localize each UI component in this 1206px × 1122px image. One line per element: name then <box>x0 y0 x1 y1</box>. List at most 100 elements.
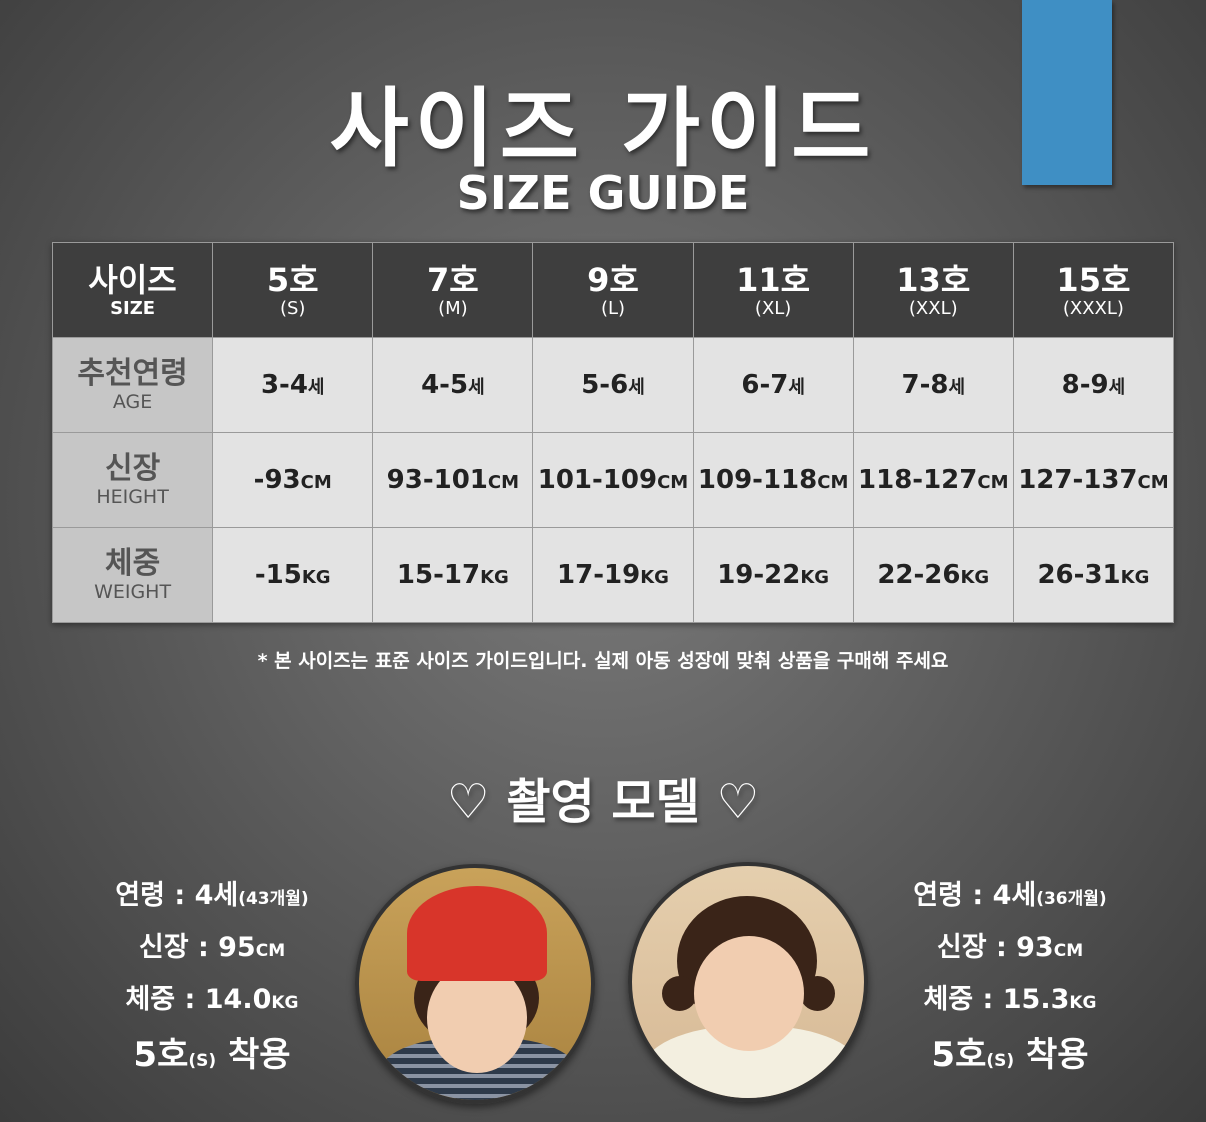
header-size: 7호 (M) <box>372 242 534 338</box>
wear-label: 착용 <box>1026 1035 1089 1075</box>
size-label: 5호 <box>266 260 319 299</box>
table-cell: 17-19KG <box>532 527 694 623</box>
size-code: (M) <box>438 297 468 319</box>
table-row: 신장 HEIGHT -93CM 93-101CM 101-109CM 109-118CM 1… <box>51 432 1175 528</box>
cell-unit: CM <box>1137 472 1169 493</box>
model-height: 신장 : 93CM <box>870 922 1150 974</box>
header-size: 5호 (S) <box>212 242 374 338</box>
height-value: 신장 : 95 <box>138 932 256 963</box>
cell-value: 5-6 <box>581 370 629 400</box>
size-code: (L) <box>600 297 626 319</box>
cell-unit: 세 <box>307 377 325 398</box>
model-size-worn: 5호(S) 착용 <box>870 1026 1150 1084</box>
size-label: 13호 <box>896 260 971 299</box>
page-subtitle: SIZE GUIDE <box>456 166 750 220</box>
cell-unit: 세 <box>1108 377 1126 398</box>
page-title: 사이즈 가이드 <box>329 79 877 179</box>
size-worn: 5호 <box>133 1035 189 1075</box>
cell-unit: 세 <box>628 377 645 398</box>
table-cell: 8-9세 <box>1012 337 1175 433</box>
cell-unit: KG <box>800 567 830 588</box>
cell-unit: CM <box>487 472 520 493</box>
cell-value: 19-22 <box>717 560 801 590</box>
size-label: 9호 <box>587 260 639 299</box>
cell-value: 17-19 <box>557 560 641 590</box>
age-months: (43개월) <box>238 889 309 909</box>
cell-value: 8-9 <box>1061 370 1109 400</box>
weight-unit: KG <box>271 993 299 1013</box>
table-cell: 26-31KG <box>1012 527 1175 623</box>
table-cell: -93CM <box>212 432 374 528</box>
size-label: 15호 <box>1056 260 1131 299</box>
table-cell: 15-17KG <box>372 527 534 623</box>
size-table: 사이즈 SIZE 5호 (S) 7호 (M) 9호 (L) 11호 (XL) 13호 (XX… <box>51 242 1175 623</box>
row-label: 추천연령 <box>77 356 188 391</box>
row-sublabel: HEIGHT <box>96 486 169 508</box>
cell-unit: CM <box>977 472 1009 493</box>
table-cell: 109-118CM <box>692 432 854 528</box>
model-weight: 체중 : 15.3KG <box>870 974 1150 1026</box>
cell-value: 4-5 <box>421 370 469 400</box>
cell-value: 26-31 <box>1037 560 1121 590</box>
wear-label: 착용 <box>228 1035 291 1075</box>
row-label: 신장 <box>104 451 161 486</box>
age-value: 연령 : 4세 <box>115 880 239 911</box>
size-worn-code: (S) <box>986 1051 1015 1071</box>
table-cell: 127-137CM <box>1012 432 1175 528</box>
cell-value: 127-137 <box>1018 465 1138 495</box>
age-months: (36개월) <box>1036 889 1107 909</box>
table-cell: 5-6세 <box>532 337 694 433</box>
cell-unit: KG <box>480 567 509 588</box>
cell-unit: CM <box>657 472 689 493</box>
model-photo-boy <box>355 864 595 1104</box>
age-value: 연령 : 4세 <box>913 880 1037 911</box>
size-code: (XXL) <box>908 297 958 319</box>
row-header: 추천연령 AGE <box>51 337 214 433</box>
table-cell: 19-22KG <box>692 527 854 623</box>
size-code: (S) <box>279 297 306 319</box>
row-header: 체중 WEIGHT <box>51 527 214 623</box>
size-worn: 5호 <box>931 1035 987 1075</box>
cell-unit: 세 <box>468 377 485 398</box>
cell-value: 118-127 <box>858 465 978 495</box>
size-worn-code: (S) <box>188 1051 217 1071</box>
table-cell: -15KG <box>212 527 374 623</box>
size-label: 7호 <box>426 260 479 299</box>
table-cell: 93-101CM <box>372 432 534 528</box>
row-header: 신장 HEIGHT <box>51 432 214 528</box>
model-age: 연령 : 4세(36개월) <box>870 870 1150 922</box>
height-unit: CM <box>255 941 286 961</box>
cell-value: 15-17 <box>396 560 481 590</box>
height-unit: CM <box>1053 941 1084 961</box>
table-row: 체중 WEIGHT -15KG 15-17KG 17-19KG 19-22KG 22-26K… <box>51 527 1175 623</box>
models-title: ♡ 촬영 모델 ♡ <box>446 774 760 830</box>
header-corner: 사이즈 SIZE <box>51 242 214 338</box>
table-cell: 6-7세 <box>692 337 854 433</box>
model-photo-girl <box>628 862 868 1102</box>
header-label: 사이즈 <box>88 260 177 299</box>
cell-value: 109-118 <box>697 465 818 495</box>
model-info-left: 연령 : 4세(43개월) 신장 : 95CM 체중 : 14.0KG 5호(S… <box>72 870 352 1084</box>
cell-unit: CM <box>817 472 849 493</box>
weight-unit: KG <box>1069 993 1097 1013</box>
cell-value: 93-101 <box>386 465 488 495</box>
table-row: 추천연령 AGE 3-4세 4-5세 5-6세 6-7세 7-8세 8-9세 <box>51 337 1175 433</box>
model-info-right: 연령 : 4세(36개월) 신장 : 93CM 체중 : 15.3KG 5호(S… <box>870 870 1150 1084</box>
cell-value: 101-109 <box>537 465 658 495</box>
row-label: 체중 <box>104 546 161 581</box>
table-cell: 4-5세 <box>372 337 534 433</box>
cell-value: 7-8 <box>901 370 949 400</box>
table-cell: 101-109CM <box>532 432 694 528</box>
cell-unit: KG <box>301 567 331 588</box>
accent-block <box>1022 0 1112 185</box>
cell-value: -15 <box>254 560 302 590</box>
table-header-row: 사이즈 SIZE 5호 (S) 7호 (M) 9호 (L) 11호 (XL) 13호 (XX… <box>51 242 1175 338</box>
model-size-worn: 5호(S) 착용 <box>72 1026 352 1084</box>
size-label: 11호 <box>736 260 811 299</box>
size-note: * 본 사이즈는 표준 사이즈 가이드입니다. 실제 아동 성장에 맞춰 상품을… <box>257 650 949 672</box>
weight-value: 체중 : 15.3 <box>923 984 1070 1015</box>
cell-value: 3-4 <box>260 370 308 400</box>
weight-value: 체중 : 14.0 <box>125 984 272 1015</box>
table-cell: 3-4세 <box>212 337 374 433</box>
table-cell: 7-8세 <box>852 337 1014 433</box>
